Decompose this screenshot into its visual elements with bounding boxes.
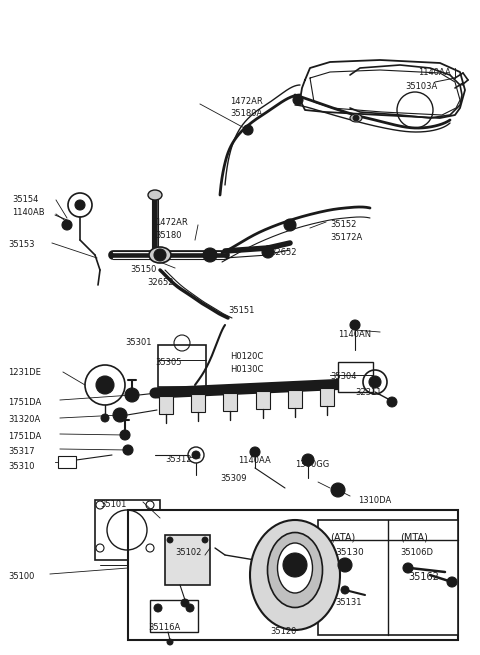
Text: (MTA): (MTA) <box>400 533 428 543</box>
Circle shape <box>243 125 253 135</box>
Text: 32311: 32311 <box>355 388 382 397</box>
Text: 35101: 35101 <box>100 500 126 509</box>
Text: 1310DA: 1310DA <box>358 496 391 505</box>
Bar <box>223 392 237 411</box>
Text: 32652: 32652 <box>147 278 173 287</box>
Circle shape <box>192 451 200 459</box>
Bar <box>165 535 210 585</box>
Bar <box>95 500 160 560</box>
Circle shape <box>293 95 303 105</box>
Ellipse shape <box>277 543 312 593</box>
Bar <box>338 362 373 392</box>
Circle shape <box>250 447 260 457</box>
Text: 35120: 35120 <box>270 627 296 636</box>
Text: H0130C: H0130C <box>230 365 264 374</box>
Text: 35100: 35100 <box>8 572 35 581</box>
Text: 35312: 35312 <box>165 455 192 464</box>
Text: 1751DA: 1751DA <box>8 398 41 407</box>
Text: 35152: 35152 <box>330 220 356 229</box>
Text: H0120C: H0120C <box>230 352 263 361</box>
Circle shape <box>203 248 217 262</box>
Circle shape <box>284 219 296 231</box>
Text: 35317: 35317 <box>8 447 35 456</box>
Text: 35180: 35180 <box>155 231 181 240</box>
Circle shape <box>350 320 360 330</box>
Text: 35162: 35162 <box>408 572 439 582</box>
Circle shape <box>120 430 130 440</box>
Text: 1472AR: 1472AR <box>155 218 188 227</box>
Text: 35172A: 35172A <box>330 233 362 242</box>
Circle shape <box>154 249 166 261</box>
Circle shape <box>302 454 314 466</box>
Bar <box>255 391 269 409</box>
Circle shape <box>167 639 173 645</box>
Circle shape <box>283 553 307 577</box>
Circle shape <box>447 577 457 587</box>
Circle shape <box>167 537 173 543</box>
Bar <box>58 456 76 468</box>
Text: 1751DA: 1751DA <box>8 432 41 441</box>
Text: 35103A: 35103A <box>405 82 437 91</box>
Circle shape <box>353 115 359 121</box>
Circle shape <box>154 604 162 612</box>
Text: 1140AN: 1140AN <box>338 330 371 339</box>
Text: 35102: 35102 <box>175 548 202 557</box>
Bar <box>159 396 173 413</box>
Circle shape <box>62 220 72 230</box>
Text: 35106D: 35106D <box>400 548 433 557</box>
Text: 31320A: 31320A <box>8 415 40 424</box>
Circle shape <box>186 604 194 612</box>
Ellipse shape <box>148 190 162 200</box>
Bar <box>128 510 458 640</box>
Bar <box>150 600 198 632</box>
Circle shape <box>101 414 109 422</box>
Bar <box>158 345 206 387</box>
Text: 35305: 35305 <box>155 358 181 367</box>
Text: 1140AA: 1140AA <box>418 68 451 77</box>
Bar <box>320 388 334 406</box>
Circle shape <box>387 397 397 407</box>
Text: 35301: 35301 <box>125 338 152 347</box>
Text: 35309: 35309 <box>220 474 247 483</box>
Text: 1140AA: 1140AA <box>238 456 271 465</box>
Ellipse shape <box>250 520 340 630</box>
Circle shape <box>403 563 413 573</box>
Circle shape <box>125 388 139 402</box>
Ellipse shape <box>267 533 323 607</box>
Text: 1140AB: 1140AB <box>12 208 45 217</box>
Text: 35153: 35153 <box>8 240 35 249</box>
Text: 35310: 35310 <box>8 462 35 471</box>
Circle shape <box>113 408 127 422</box>
Text: 1472AR: 1472AR <box>230 97 263 106</box>
Circle shape <box>123 445 133 455</box>
Text: 35116A: 35116A <box>148 623 180 632</box>
Text: 35130: 35130 <box>335 548 364 557</box>
Ellipse shape <box>149 247 171 263</box>
Circle shape <box>341 586 349 594</box>
Circle shape <box>96 376 114 394</box>
Text: (ATA): (ATA) <box>330 533 355 543</box>
Text: 35151: 35151 <box>228 306 254 315</box>
Circle shape <box>338 558 352 572</box>
Circle shape <box>181 599 189 607</box>
Text: 35180A: 35180A <box>230 109 262 118</box>
Bar <box>318 520 458 635</box>
Text: 1360GG: 1360GG <box>295 460 329 469</box>
Text: 35154: 35154 <box>12 195 38 204</box>
Bar <box>288 390 302 407</box>
Text: 32652: 32652 <box>270 248 297 257</box>
Circle shape <box>369 376 381 388</box>
Text: 35304: 35304 <box>330 372 357 381</box>
Text: 1231DE: 1231DE <box>8 368 41 377</box>
Circle shape <box>75 200 85 210</box>
Circle shape <box>262 246 274 258</box>
Text: 35150: 35150 <box>130 265 156 274</box>
Circle shape <box>331 483 345 497</box>
Bar <box>191 394 205 412</box>
Text: 35131: 35131 <box>335 598 361 607</box>
Ellipse shape <box>350 114 362 122</box>
Circle shape <box>202 537 208 543</box>
